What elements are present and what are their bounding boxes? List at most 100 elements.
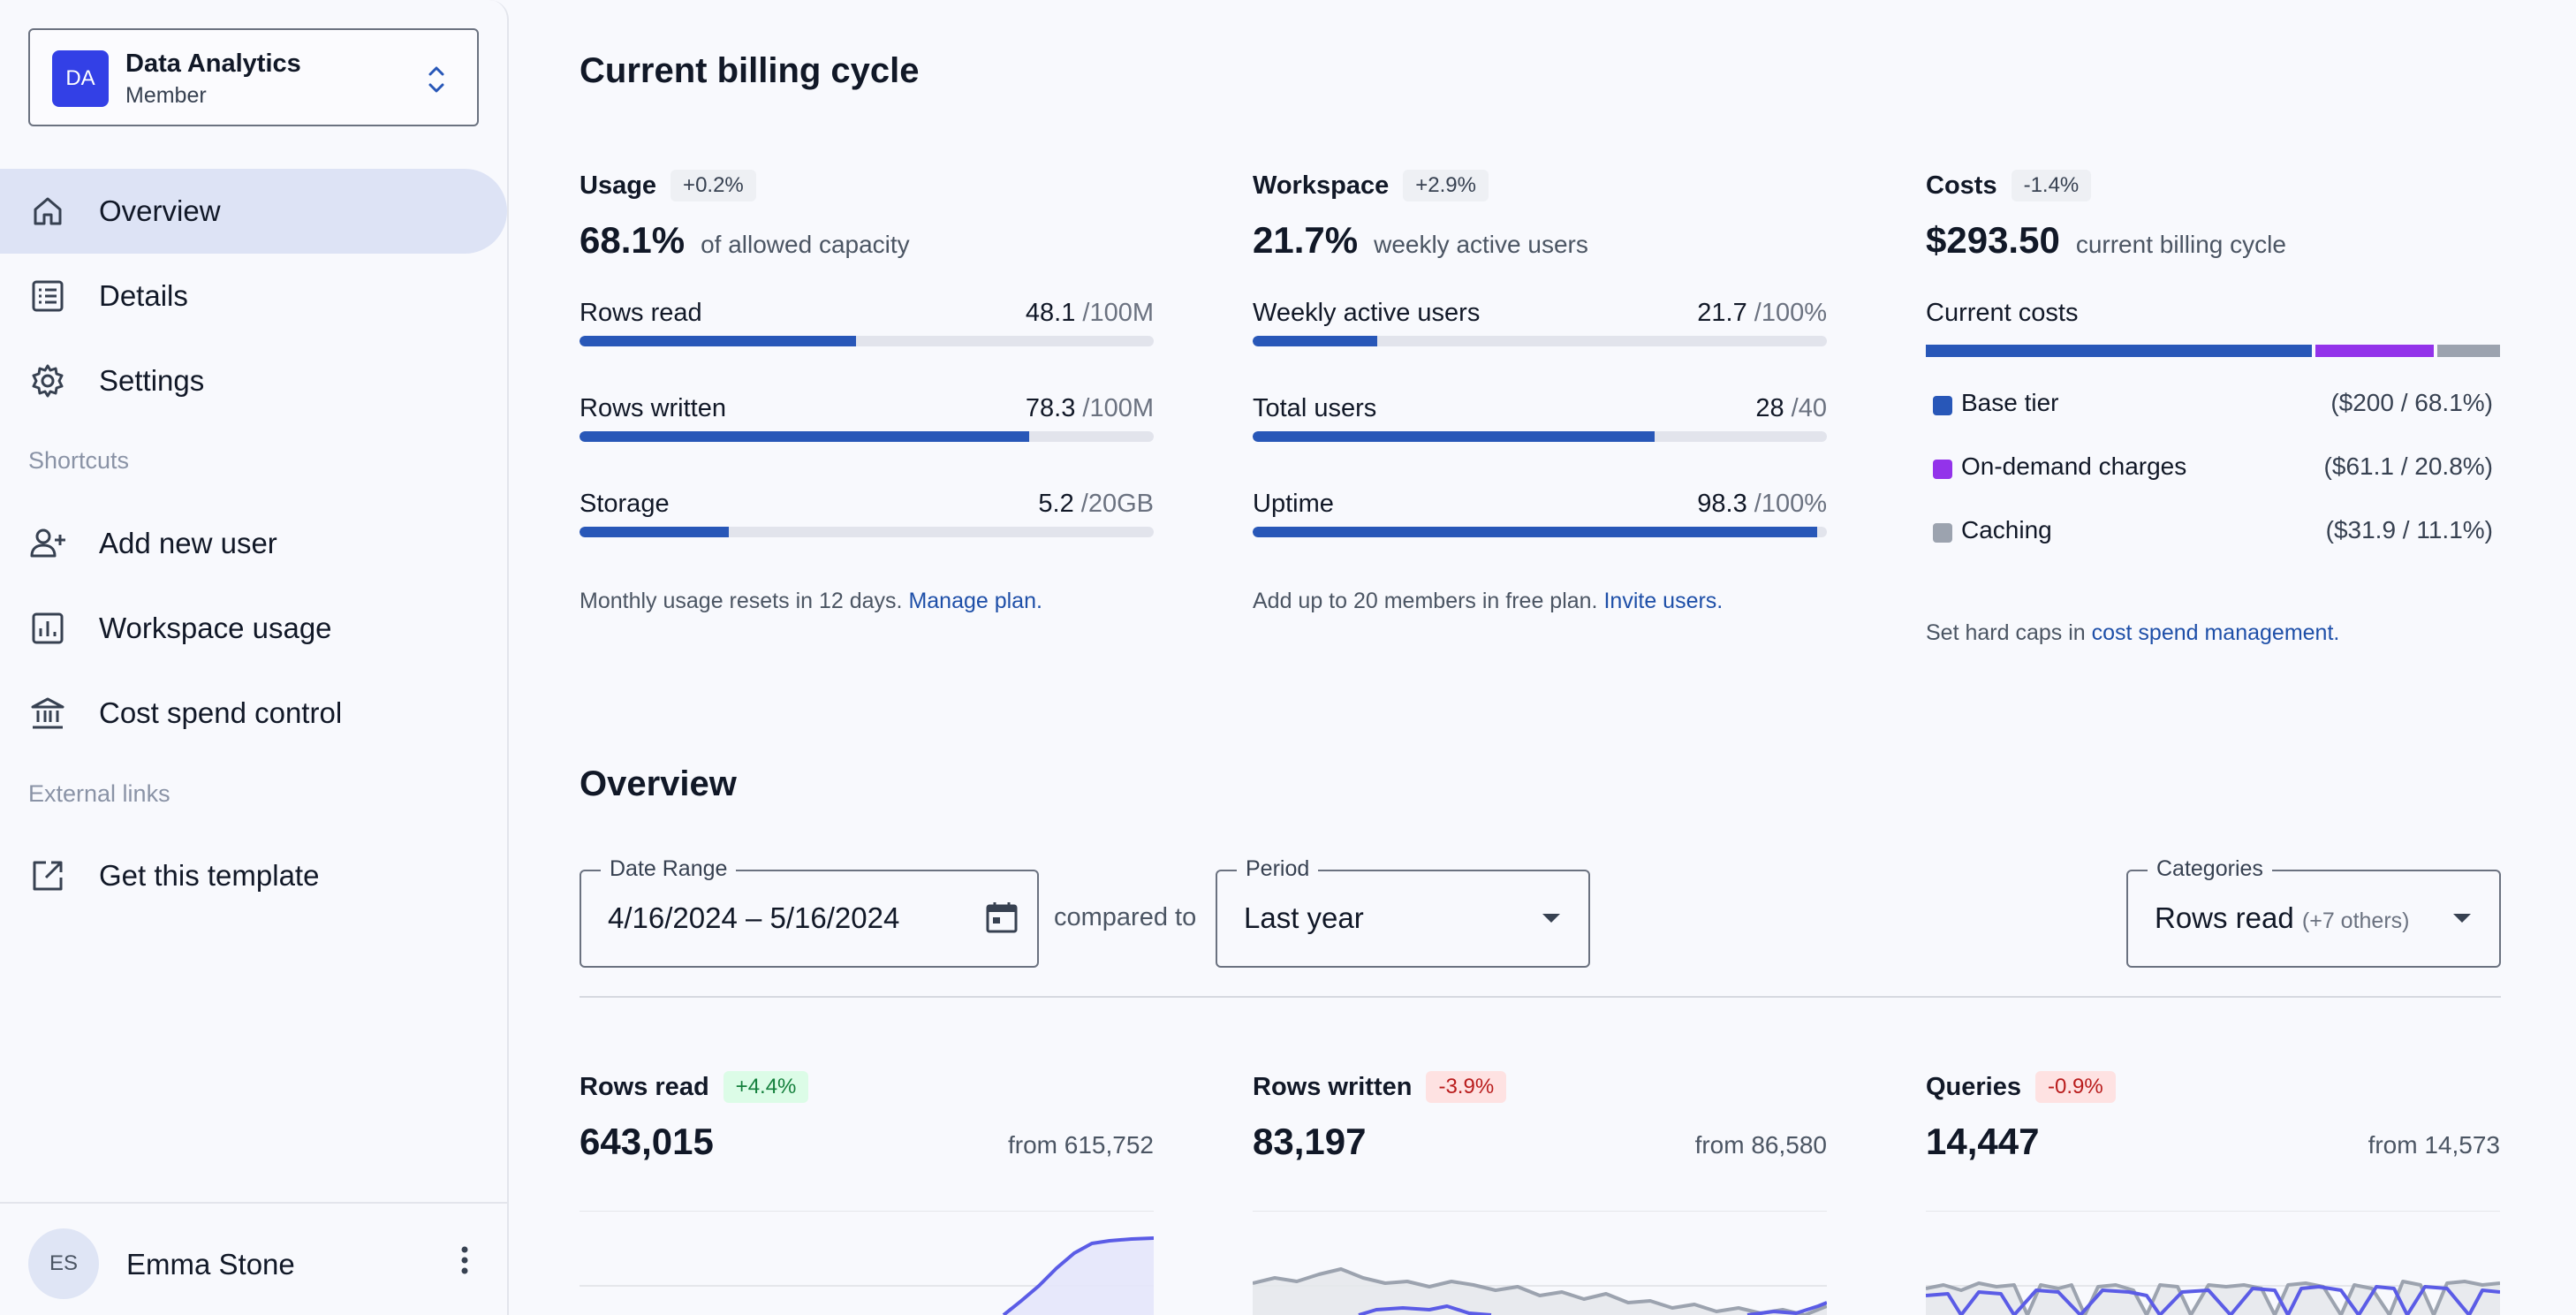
meter-weekly-active-users: Weekly active users 21.7 /100% <box>1253 299 1827 346</box>
sidebar-item-cost-spend-control[interactable]: Cost spend control <box>0 671 507 756</box>
metric-from: from 14,573 <box>2368 1131 2500 1159</box>
metric-card-queries: Queries -0.9% 14,447 from 14,573 <box>1926 1069 2500 1315</box>
meter-rows-written: Rows written 78.3 /100M <box>580 394 1154 442</box>
metric-value: 83,197 <box>1253 1121 1367 1162</box>
costs-subtitle: current billing cycle <box>2075 231 2286 258</box>
progress-bar <box>580 527 1154 537</box>
categories-value: Rows read (+7 others) <box>2155 901 2410 934</box>
meter-storage: Storage 5.2 /20GB <box>580 490 1154 537</box>
meter-value: 28 /40 <box>1755 394 1827 422</box>
legend-swatch <box>1933 460 1952 479</box>
metric-from: from 615,752 <box>1008 1131 1154 1159</box>
sidebar-item-get-this-template[interactable]: Get this template <box>0 833 507 918</box>
sidebar-item-overview[interactable]: Overview <box>0 169 507 254</box>
external-links-heading: External links <box>28 780 170 807</box>
chevron-up-down-icon <box>428 66 444 93</box>
progress-bar <box>580 336 1154 346</box>
legend-label: Base tier <box>1961 389 2059 416</box>
legend-swatch <box>1933 523 1952 543</box>
cost-legend-item: On-demand charges ($61.1 / 20.8%) <box>1933 452 2493 484</box>
progress-bar <box>1253 336 1827 346</box>
legend-amount: ($31.9 / 11.1%) <box>2325 516 2493 543</box>
change-badge: +2.9% <box>1403 170 1489 201</box>
sidebar-item-label: Cost spend control <box>99 696 343 729</box>
sidebar-item-label: Details <box>99 279 188 312</box>
legend-amount: ($61.1 / 20.8%) <box>2323 452 2493 480</box>
sparkline-chart <box>1926 1211 2500 1315</box>
meter-label: Uptime <box>1253 490 1334 518</box>
workspace-switcher[interactable]: DA Data Analytics Member <box>28 28 479 126</box>
cost-spend-management-link[interactable]: cost spend management. <box>2091 620 2340 645</box>
sidebar-item-settings[interactable]: Settings <box>0 338 507 423</box>
sidebar-item-details[interactable]: Details <box>0 254 507 338</box>
home-icon <box>34 197 62 225</box>
calendar-icon[interactable] <box>982 898 1021 937</box>
more-vertical-icon[interactable] <box>459 1244 470 1276</box>
meter-label: Storage <box>580 490 670 518</box>
field-label: Period <box>1237 856 1319 882</box>
manage-plan-link[interactable]: Manage plan. <box>908 589 1042 613</box>
progress-bar <box>1253 527 1827 537</box>
gear-icon <box>32 364 64 398</box>
sidebar: DA Data Analytics Member Overview Detail… <box>0 0 509 1315</box>
user-name: Emma Stone <box>126 1248 295 1281</box>
workspace-avatar: DA <box>52 50 109 107</box>
current-costs-label: Current costs <box>1926 299 2079 327</box>
metric-card-rows-read: Rows read +4.4% 643,015 from 615,752 <box>580 1069 1154 1315</box>
legend-label: On-demand charges <box>1961 452 2187 480</box>
compared-to-label: compared to <box>1054 903 1197 931</box>
workspace-note: Add up to 20 members in free plan. Invit… <box>1253 589 1724 613</box>
card-title: Workspace <box>1253 171 1390 200</box>
meter-label: Rows read <box>580 299 702 327</box>
metric-card-rows-written: Rows written -3.9% 83,197 from 86,580 <box>1253 1069 1827 1315</box>
change-badge: +0.2% <box>671 170 756 201</box>
workspace-subtitle: weekly active users <box>1374 231 1588 258</box>
usage-note: Monthly usage resets in 12 days. Manage … <box>580 589 1042 613</box>
field-label: Date Range <box>601 856 737 882</box>
meter-total-users: Total users 28 /40 <box>1253 394 1827 442</box>
change-badge: -3.9% <box>1426 1071 1507 1103</box>
sidebar-item-label: Overview <box>99 194 221 227</box>
sidebar-item-label: Settings <box>99 364 205 397</box>
meter-label: Total users <box>1253 394 1377 422</box>
user-profile: ES Emma Stone <box>0 1202 507 1315</box>
legend-label: Caching <box>1961 516 2052 543</box>
overview-title: Overview <box>580 764 737 803</box>
cost-legend-item: Base tier ($200 / 68.1%) <box>1933 389 2493 421</box>
meter-value: 98.3 /100% <box>1697 490 1827 518</box>
sparkline-chart <box>580 1211 1154 1315</box>
sidebar-item-label: Get this template <box>99 859 320 892</box>
page-title: Current billing cycle <box>580 51 920 90</box>
progress-bar <box>580 431 1154 442</box>
sidebar-item-label: Workspace usage <box>99 612 332 644</box>
period-value: Last year <box>1244 901 1364 934</box>
sidebar-item-workspace-usage[interactable]: Workspace usage <box>0 586 507 671</box>
progress-bar <box>1253 431 1827 442</box>
field-label: Categories <box>2148 856 2272 882</box>
card-title: Costs <box>1926 171 1997 200</box>
metric-value: 14,447 <box>1926 1121 2040 1162</box>
workspace-role: Member <box>125 83 207 108</box>
metric-title: Rows written <box>1253 1072 1413 1101</box>
legend-swatch <box>1933 396 1952 415</box>
cost-breakdown-bar <box>1926 345 2500 357</box>
invite-users-link[interactable]: Invite users. <box>1603 589 1724 613</box>
avatar[interactable]: ES <box>28 1228 99 1299</box>
meter-value: 48.1 /100M <box>1025 299 1154 327</box>
metric-title: Rows read <box>580 1072 709 1101</box>
divider <box>580 996 2501 998</box>
meter-value: 21.7 /100% <box>1697 299 1827 327</box>
metric-title: Queries <box>1926 1072 2021 1101</box>
meter-value: 78.3 /100M <box>1025 394 1154 422</box>
workspace-name: Data Analytics <box>125 49 301 78</box>
categories-select[interactable]: Categories Rows read (+7 others) <box>2126 856 2501 968</box>
sidebar-item-add-new-user[interactable]: Add new user <box>0 501 507 586</box>
cost-segment-on-demand <box>2315 345 2434 357</box>
metric-value: 643,015 <box>580 1121 714 1162</box>
usage-subtitle: of allowed capacity <box>701 231 910 258</box>
date-range-picker[interactable]: Date Range 4/16/2024 – 5/16/2024 <box>580 856 1039 968</box>
change-badge: +4.4% <box>723 1071 809 1103</box>
main-content: Current billing cycle Usage +0.2% 68.1% … <box>580 0 2502 1315</box>
sidebar-item-label: Add new user <box>99 527 277 559</box>
period-select[interactable]: Period Last year <box>1216 856 1590 968</box>
